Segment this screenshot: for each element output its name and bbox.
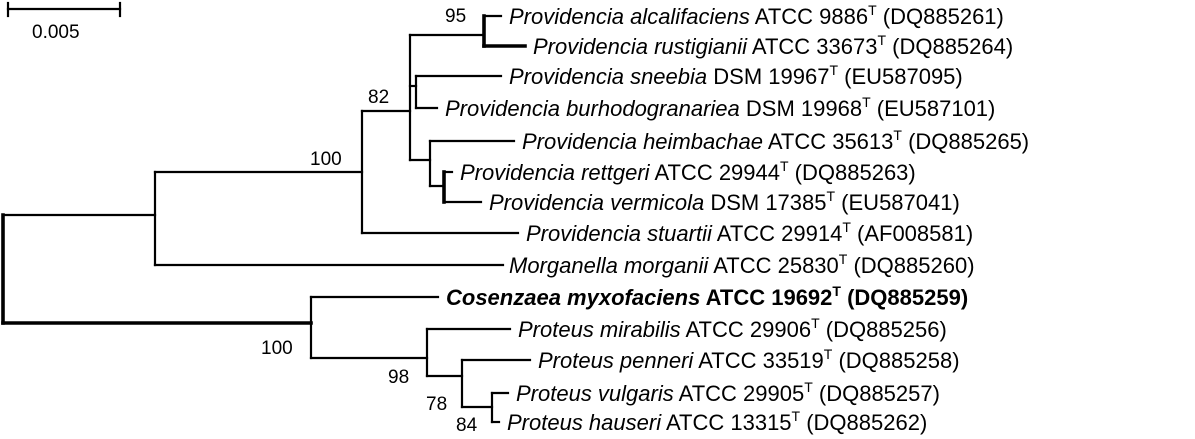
type-strain-mark: T	[868, 2, 877, 18]
taxon-label: Providencia heimbachae ATCC 35613T (DQ88…	[522, 127, 1029, 154]
species-name: Providencia heimbachae	[522, 129, 763, 154]
species-name: Proteus penneri	[538, 348, 694, 373]
species-name: Providencia alcalifaciens	[509, 4, 750, 29]
accession: (DQ885259)	[841, 285, 968, 310]
strain-id: DSM 17385	[704, 190, 826, 215]
species-name: Proteus mirabilis	[518, 317, 681, 342]
bootstrap-value: 100	[310, 149, 342, 170]
accession: (DQ885257)	[813, 381, 940, 406]
bootstrap-value: 84	[456, 415, 478, 436]
scale-bar: 0.005	[6, 1, 122, 43]
bootstrap-value: 98	[388, 367, 409, 388]
strain-id: ATCC 9886	[750, 4, 868, 29]
type-strain-mark: T	[804, 379, 813, 395]
accession: (EU587041)	[835, 190, 960, 215]
species-name: Providencia rettgeri	[460, 160, 651, 185]
type-strain-mark: T	[792, 408, 801, 424]
species-name: Cosenzaea myxofaciens	[446, 285, 700, 310]
accession: (DQ885258)	[832, 348, 959, 373]
species-name: Proteus hauseri	[507, 410, 662, 435]
type-strain-mark: T	[824, 346, 833, 362]
taxon-labels: Providencia alcalifaciens ATCC 9886T (DQ…	[445, 2, 1029, 435]
bootstrap-value: 100	[261, 338, 293, 359]
bootstrap-value: 82	[368, 87, 389, 108]
type-strain-mark: T	[839, 251, 848, 267]
taxon-label: Proteus hauseri ATCC 13315T (DQ885262)	[507, 408, 927, 435]
accession: (DQ885262)	[800, 410, 927, 435]
type-strain-mark: T	[877, 32, 886, 48]
accession: (DQ885261)	[877, 4, 1004, 29]
species-name: Morganella morganii	[509, 253, 709, 278]
strain-id: ATCC 29906	[681, 317, 811, 342]
accession: (EU587101)	[871, 96, 996, 121]
species-name: Providencia rustigianii	[533, 34, 748, 59]
bootstrap-value: 78	[426, 394, 447, 415]
accession: (AF008581)	[851, 221, 973, 246]
type-strain-mark: T	[780, 158, 789, 174]
strain-id: ATCC 35613	[763, 129, 893, 154]
bootstrap-value: 95	[445, 6, 466, 27]
taxon-label: Providencia alcalifaciens ATCC 9886T (DQ…	[509, 2, 1004, 29]
taxon-label: Providencia burhodogranariea DSM 19968T …	[445, 94, 995, 121]
tree-branches	[1, 14, 532, 424]
strain-id: DSM 19967	[707, 64, 829, 89]
taxon-label-highlighted: Cosenzaea myxofaciens ATCC 19692T (DQ885…	[446, 283, 968, 310]
type-strain-mark: T	[842, 219, 851, 235]
taxon-label: Morganella morganii ATCC 25830T (DQ88526…	[509, 251, 975, 278]
accession: (EU587095)	[838, 64, 963, 89]
taxon-label: Proteus vulgaris ATCC 29905T (DQ885257)	[516, 379, 940, 406]
accession: (DQ885264)	[886, 34, 1013, 59]
strain-id: ATCC 29944	[650, 160, 780, 185]
taxon-label: Proteus penneri ATCC 33519T (DQ885258)	[538, 346, 960, 373]
accession: (DQ885265)	[902, 129, 1029, 154]
type-strain-mark: T	[827, 188, 836, 204]
taxon-label: Providencia stuartii ATCC 29914T (AF0085…	[526, 219, 973, 246]
species-name: Providencia sneebia	[509, 64, 707, 89]
strain-id: ATCC 29905	[674, 381, 804, 406]
type-strain-mark: T	[829, 62, 838, 78]
type-strain-mark: T	[862, 94, 871, 110]
accession: (DQ885263)	[789, 160, 916, 185]
strain-id: ATCC 29914	[712, 221, 842, 246]
species-name: Providencia vermicola	[489, 190, 704, 215]
strain-id: DSM 19968	[740, 96, 862, 121]
taxon-label: Proteus mirabilis ATCC 29906T (DQ885256)	[518, 315, 947, 342]
strain-id: ATCC 25830	[708, 253, 838, 278]
taxon-label: Providencia sneebia DSM 19967T (EU587095…	[509, 62, 963, 89]
taxon-label: Providencia rustigianii ATCC 33673T (DQ8…	[533, 32, 1013, 59]
type-strain-mark: T	[811, 315, 820, 331]
species-name: Providencia stuartii	[526, 221, 713, 246]
scale-bar-label: 0.005	[32, 22, 80, 43]
strain-id: ATCC 33519	[693, 348, 823, 373]
species-name: Proteus vulgaris	[516, 381, 674, 406]
strain-id: ATCC 19692	[700, 285, 832, 310]
bootstrap-values: 95 82 100 100 98 78 84	[261, 6, 478, 436]
taxon-label: Providencia vermicola DSM 17385T (EU5870…	[489, 188, 960, 215]
strain-id: ATCC 13315	[661, 410, 791, 435]
species-name: Providencia burhodogranariea	[445, 96, 740, 121]
type-strain-mark: T	[893, 127, 902, 143]
accession: (DQ885260)	[847, 253, 974, 278]
accession: (DQ885256)	[820, 317, 947, 342]
strain-id: ATCC 33673	[747, 34, 877, 59]
type-strain-mark: T	[832, 283, 841, 299]
taxon-label: Providencia rettgeri ATCC 29944T (DQ8852…	[460, 158, 916, 185]
